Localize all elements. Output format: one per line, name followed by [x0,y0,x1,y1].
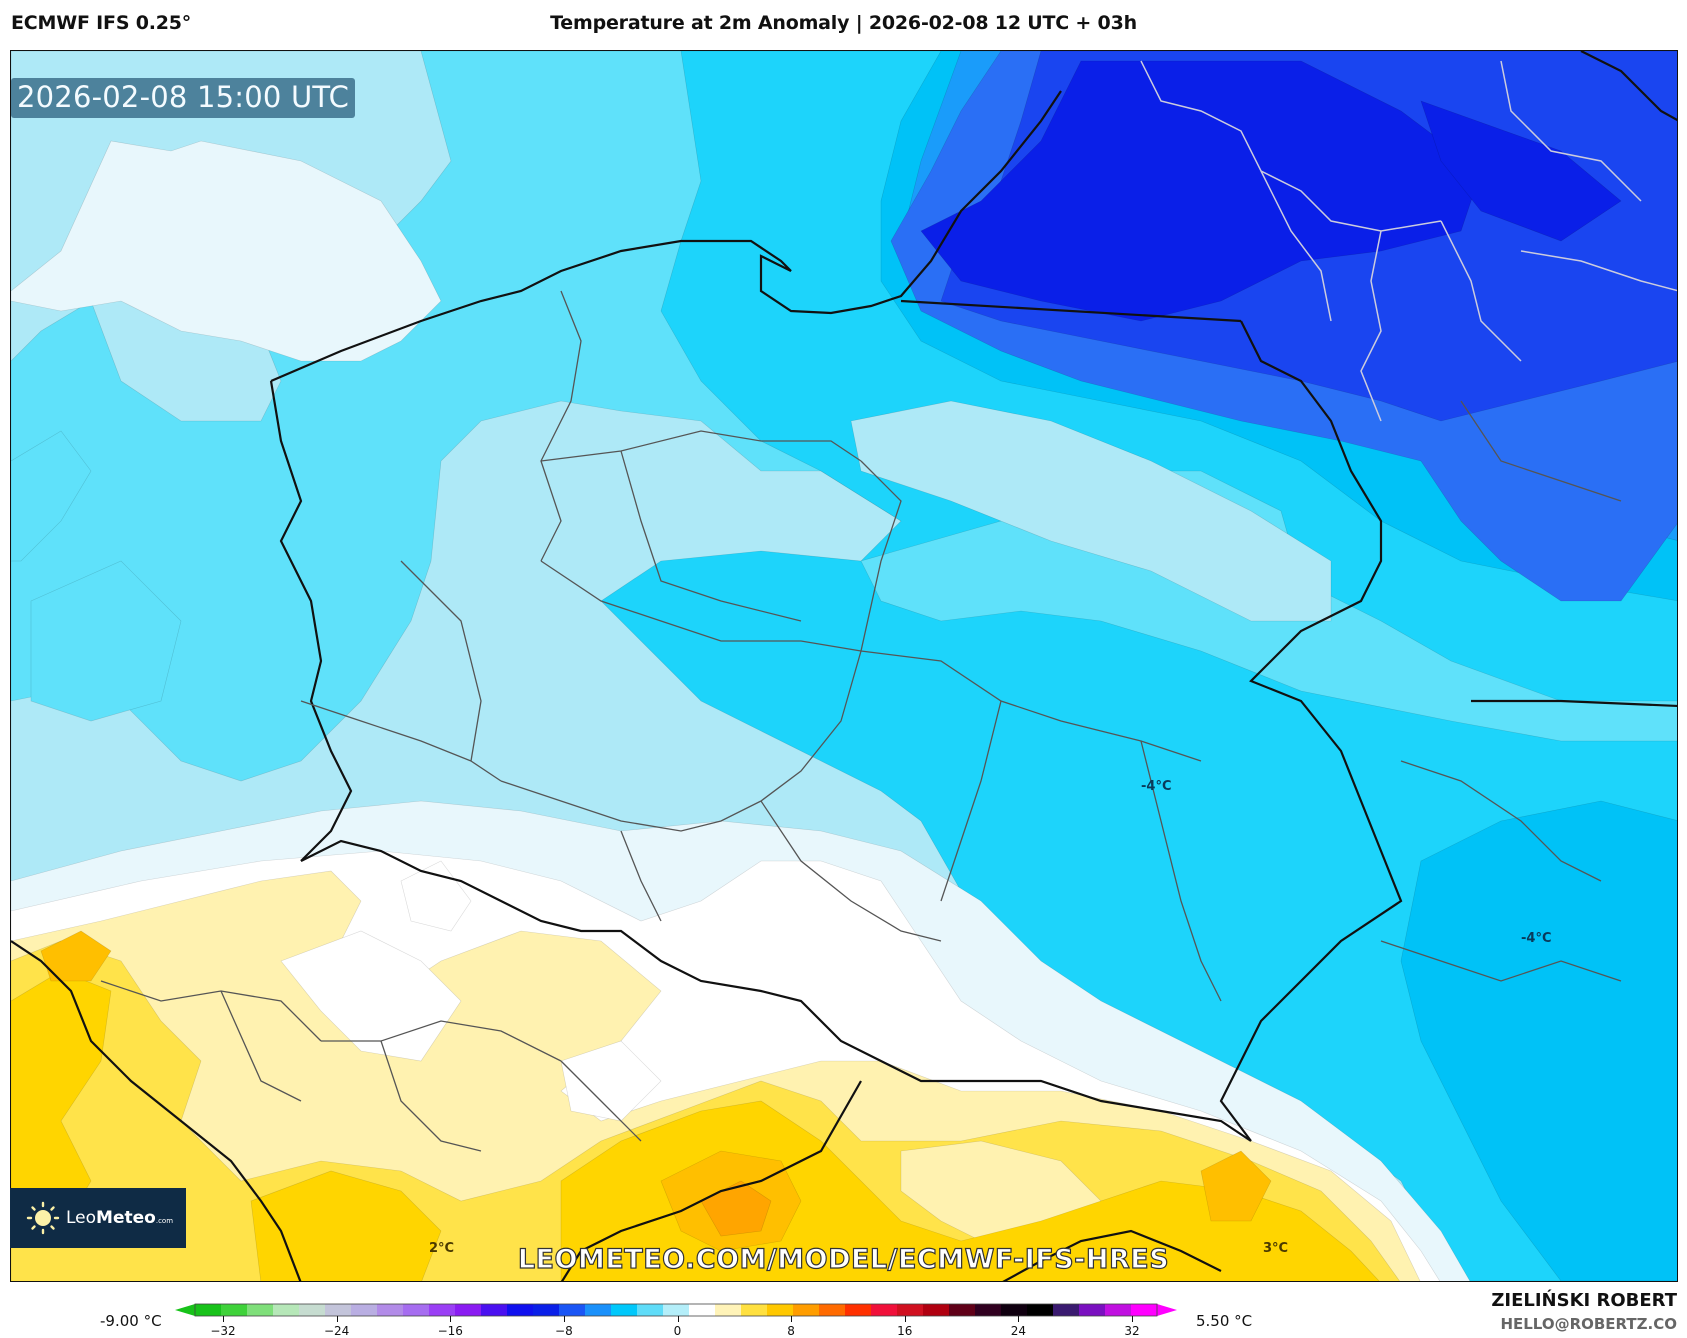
colorbar-tick-mark [677,1316,679,1322]
baltic-admin-borders [1140,60,1677,422]
colorbar-tick-label: −8 [555,1324,573,1338]
colorbar-tick-mark [1018,1316,1020,1322]
colorbar-tick-label: 0 [673,1324,682,1338]
colorbar-tick-label: 16 [897,1324,913,1338]
contour-label: 3°C [1263,1241,1289,1256]
model-name: ECMWF IFS 0.25° [11,12,192,34]
map-canvas [11,51,1677,1281]
regional-borders [100,290,1622,1152]
colorbar [175,1302,1177,1317]
colorbar-tick-label: −32 [210,1324,236,1338]
germany-pl-border [269,380,353,862]
cz-de-border [11,940,302,1281]
contour-label: -4°C [1521,931,1552,946]
east-border-pl [1219,320,1403,1142]
logo-text: LeoMeteo.com [66,1208,174,1228]
cz-pl-border [300,839,1252,1142]
colorbar-tick-mark [450,1316,452,1322]
colorbar-tick-label: 32 [1124,1324,1140,1338]
colorbar-tick-mark [904,1316,906,1322]
contour-label: 2°C [429,1241,455,1256]
baltic-coastline [270,90,1062,383]
colorbar-tick-mark [223,1316,224,1322]
colorbar-ticks: −32 −24 −16 −8 0 8 16 24 32 [0,1316,1687,1338]
colorbar-gradient [175,1303,1177,1317]
fill-m9-b [1420,100,1622,242]
contour-label: -4°C [1141,779,1172,794]
colorbar-tick-mark [1132,1316,1133,1322]
colorbar-tick-mark [791,1316,793,1322]
valid-time-badge: 2026-02-08 15:00 UTC [11,78,356,118]
fill-0-cz [280,930,462,1062]
colorbar-tick-mark [563,1316,565,1322]
colorbar-tick-mark [336,1316,338,1322]
sun-icon [26,1201,60,1235]
leometeo-logo[interactable]: LeoMeteo.com [10,1188,186,1248]
colorbar-tick-label: 24 [1010,1324,1027,1338]
fill-m5-se [1400,800,1677,1281]
colorbar-max-label: 5.50 °C [1196,1312,1253,1330]
cz-at-border [560,1080,862,1281]
colorbar-tick-label: −24 [323,1324,350,1338]
fill-p5 [700,1180,772,1237]
fill-p3-sw [250,1170,442,1281]
anomaly-map[interactable]: -4°C -4°C 2°C 3°C [10,50,1678,1282]
country-borders [11,51,1677,1281]
fill-m3-west [11,430,92,562]
sk-hu-border [1002,1229,1222,1281]
kaliningrad-border [900,299,1242,323]
author-email[interactable]: HELLO@ROBERTZ.CO [1500,1315,1677,1333]
chart-title: Temperature at 2m Anomaly | 2026-02-08 1… [550,12,1137,34]
author-name: ZIELIŃSKI ROBERT [1491,1290,1677,1311]
colorbar-tick-label: 8 [787,1324,795,1338]
latvia-border [1580,51,1677,122]
fill-p4-b [1200,1150,1272,1222]
fill-p4-c [40,930,112,982]
fill-m2-tongue [850,400,1332,622]
colorbar-min-label: -9.00 °C [100,1312,162,1330]
baltic-states-border [1471,699,1677,708]
watermark-url: LEOMETEO.COM/MODEL/ECMWF-IFS-HRES [517,1243,1170,1275]
fill-0-cz3 [560,1040,662,1122]
fill-m3-sw [30,560,182,722]
colorbar-tick-label: −16 [437,1324,463,1338]
